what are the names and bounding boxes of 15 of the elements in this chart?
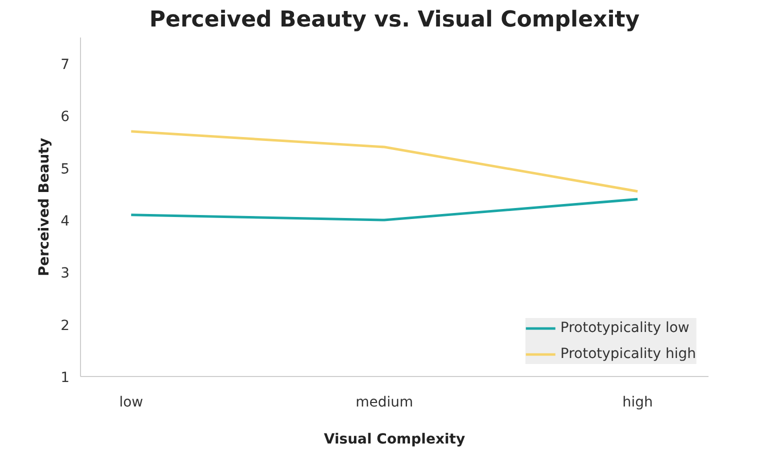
y-tick-label: 4 bbox=[60, 214, 70, 230]
y-tick-label: 6 bbox=[60, 109, 70, 126]
y-tick-label: 7 bbox=[60, 57, 70, 74]
x-tick-label: high bbox=[622, 394, 653, 410]
chart-title: Perceived Beauty vs. Visual Complexity bbox=[149, 8, 640, 32]
y-tick-label: 2 bbox=[60, 318, 70, 334]
legend-label: Prototypicality high bbox=[560, 346, 696, 362]
x-tick-label: low bbox=[119, 394, 144, 410]
y-axis-title: Perceived Beauty bbox=[36, 138, 53, 276]
legend-label: Prototypicality low bbox=[560, 320, 690, 336]
y-tick-label: 1 bbox=[60, 370, 70, 386]
x-tick-label: medium bbox=[356, 394, 414, 410]
y-tick-label: 5 bbox=[60, 161, 70, 178]
y-tick-label: 3 bbox=[60, 266, 70, 282]
x-axis-title: Visual Complexity bbox=[324, 432, 466, 448]
